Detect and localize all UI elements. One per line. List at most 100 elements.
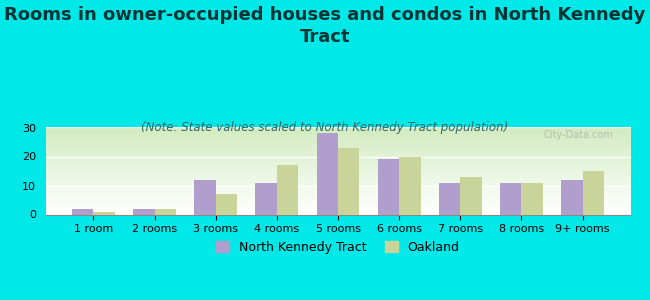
Bar — [46, 211, 630, 212]
Bar — [46, 187, 630, 188]
Bar — [582, 171, 604, 214]
Bar — [46, 134, 630, 135]
Bar — [46, 157, 630, 158]
Bar — [216, 194, 237, 214]
Bar — [46, 158, 630, 159]
Bar — [46, 207, 630, 208]
Bar — [46, 189, 630, 190]
Bar — [46, 186, 630, 187]
Bar — [255, 183, 277, 214]
Bar — [46, 178, 630, 179]
Bar — [46, 182, 630, 183]
Bar — [46, 137, 630, 138]
Bar — [46, 135, 630, 136]
Bar — [317, 133, 338, 214]
Bar — [46, 160, 630, 161]
Bar — [561, 180, 582, 214]
Bar — [46, 170, 630, 171]
Bar — [46, 140, 630, 141]
Bar — [46, 153, 630, 154]
Bar — [46, 155, 630, 156]
Bar — [46, 156, 630, 157]
Bar — [46, 141, 630, 142]
Bar — [46, 173, 630, 174]
Bar — [72, 209, 94, 214]
Bar — [46, 164, 630, 165]
Legend: North Kennedy Tract, Oakland: North Kennedy Tract, Oakland — [211, 236, 465, 259]
Bar — [46, 213, 630, 214]
Bar — [133, 209, 155, 214]
Bar — [46, 176, 630, 177]
Bar — [46, 145, 630, 146]
Text: City-Data.com: City-Data.com — [543, 130, 613, 140]
Bar — [46, 210, 630, 211]
Bar — [46, 150, 630, 151]
Bar — [46, 203, 630, 204]
Bar — [46, 167, 630, 168]
Text: (Note: State values scaled to North Kennedy Tract population): (Note: State values scaled to North Kenn… — [142, 122, 508, 134]
Bar — [46, 130, 630, 131]
Bar — [46, 191, 630, 192]
Bar — [46, 163, 630, 164]
Bar — [46, 147, 630, 148]
Bar — [46, 193, 630, 194]
Bar — [46, 144, 630, 145]
Bar — [521, 183, 543, 214]
Bar — [155, 209, 176, 214]
Bar — [46, 146, 630, 147]
Bar — [46, 181, 630, 182]
Bar — [500, 183, 521, 214]
Bar — [46, 179, 630, 180]
Bar — [46, 175, 630, 176]
Bar — [338, 148, 359, 214]
Bar — [460, 177, 482, 214]
Bar — [46, 206, 630, 207]
Bar — [46, 132, 630, 133]
Bar — [46, 198, 630, 199]
Bar — [46, 162, 630, 163]
Bar — [46, 151, 630, 152]
Bar — [46, 143, 630, 144]
Bar — [46, 172, 630, 173]
Bar — [46, 174, 630, 175]
Bar — [46, 136, 630, 137]
Bar — [46, 159, 630, 160]
Bar — [46, 194, 630, 195]
Bar — [46, 129, 630, 130]
Bar — [46, 209, 630, 210]
Bar — [194, 180, 216, 214]
Bar — [46, 177, 630, 178]
Bar — [46, 160, 630, 161]
Bar — [46, 199, 630, 200]
Bar — [46, 188, 630, 189]
Bar — [46, 161, 630, 162]
Bar — [439, 183, 460, 214]
Bar — [46, 200, 630, 201]
Bar — [46, 196, 630, 197]
Bar — [46, 184, 630, 185]
Bar — [46, 180, 630, 181]
Bar — [46, 185, 630, 186]
Bar — [46, 142, 630, 143]
Bar — [46, 201, 630, 202]
Bar — [46, 195, 630, 196]
Bar — [46, 152, 630, 153]
Bar — [94, 212, 115, 214]
Bar — [399, 157, 421, 214]
Bar — [46, 133, 630, 134]
Bar — [46, 183, 630, 184]
Bar — [46, 168, 630, 169]
Bar — [46, 148, 630, 149]
Bar — [46, 154, 630, 155]
Text: Rooms in owner-occupied houses and condos in North Kennedy
Tract: Rooms in owner-occupied houses and condo… — [5, 6, 645, 46]
Bar — [46, 128, 630, 129]
Bar — [46, 166, 630, 167]
Bar — [46, 197, 630, 198]
Bar — [46, 208, 630, 209]
Bar — [378, 159, 399, 214]
Bar — [46, 212, 630, 213]
Bar — [46, 190, 630, 191]
Bar — [46, 138, 630, 139]
Bar — [46, 131, 630, 132]
Bar — [46, 202, 630, 203]
